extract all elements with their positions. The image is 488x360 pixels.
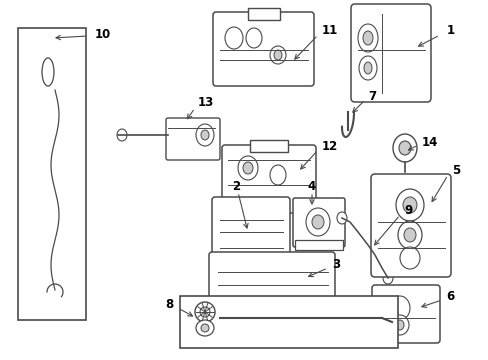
Text: 2: 2 xyxy=(231,180,240,193)
Bar xyxy=(294,240,342,250)
Text: 5: 5 xyxy=(451,163,459,176)
Text: 3: 3 xyxy=(331,257,340,270)
Bar xyxy=(218,305,256,315)
Bar xyxy=(18,28,86,320)
Ellipse shape xyxy=(389,296,409,320)
Ellipse shape xyxy=(392,134,416,162)
FancyBboxPatch shape xyxy=(350,4,430,102)
Text: 13: 13 xyxy=(198,96,214,109)
Ellipse shape xyxy=(201,130,208,140)
Ellipse shape xyxy=(42,58,54,86)
Ellipse shape xyxy=(363,62,371,74)
Text: 4: 4 xyxy=(307,180,315,193)
Ellipse shape xyxy=(195,302,215,322)
Ellipse shape xyxy=(245,28,262,48)
Ellipse shape xyxy=(395,189,423,221)
Ellipse shape xyxy=(397,221,421,249)
FancyBboxPatch shape xyxy=(208,252,334,313)
FancyBboxPatch shape xyxy=(212,197,289,271)
Ellipse shape xyxy=(269,46,285,64)
Ellipse shape xyxy=(200,307,209,317)
Ellipse shape xyxy=(382,272,392,284)
Ellipse shape xyxy=(311,215,324,229)
Ellipse shape xyxy=(224,27,243,49)
Ellipse shape xyxy=(336,212,346,224)
Ellipse shape xyxy=(196,124,214,146)
Text: 12: 12 xyxy=(321,139,338,153)
Ellipse shape xyxy=(390,315,408,335)
FancyBboxPatch shape xyxy=(371,285,439,343)
FancyBboxPatch shape xyxy=(213,12,313,86)
Text: 1: 1 xyxy=(446,23,454,36)
Ellipse shape xyxy=(403,228,415,242)
Ellipse shape xyxy=(357,24,377,52)
FancyBboxPatch shape xyxy=(165,118,220,160)
Ellipse shape xyxy=(399,247,419,269)
Ellipse shape xyxy=(358,56,376,80)
Bar xyxy=(249,140,287,152)
Ellipse shape xyxy=(305,208,329,236)
Text: 6: 6 xyxy=(445,289,453,302)
Text: 9: 9 xyxy=(403,203,411,216)
FancyBboxPatch shape xyxy=(292,198,345,247)
Text: 8: 8 xyxy=(165,297,174,310)
Ellipse shape xyxy=(117,129,127,141)
Ellipse shape xyxy=(201,324,208,332)
Text: 10: 10 xyxy=(95,27,111,40)
Text: 14: 14 xyxy=(421,135,437,148)
Ellipse shape xyxy=(402,197,416,213)
Ellipse shape xyxy=(238,156,258,180)
Text: 11: 11 xyxy=(321,23,338,36)
Ellipse shape xyxy=(269,165,285,185)
Text: 7: 7 xyxy=(367,90,375,103)
Ellipse shape xyxy=(395,320,403,330)
Ellipse shape xyxy=(243,162,252,174)
Ellipse shape xyxy=(196,320,214,336)
Ellipse shape xyxy=(398,141,410,155)
FancyBboxPatch shape xyxy=(222,145,315,213)
Bar xyxy=(247,8,280,20)
Ellipse shape xyxy=(362,31,372,45)
Ellipse shape xyxy=(273,50,282,60)
Bar xyxy=(180,296,397,348)
FancyBboxPatch shape xyxy=(370,174,450,277)
Bar xyxy=(267,305,305,315)
